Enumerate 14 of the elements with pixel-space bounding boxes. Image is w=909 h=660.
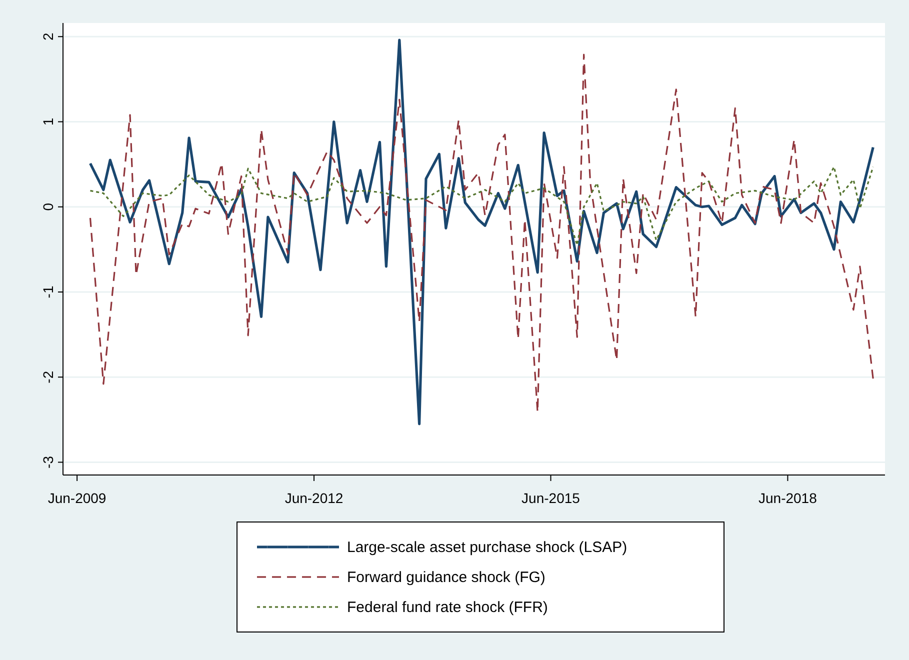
legend-label: Large-scale asset purchase shock (LSAP) — [347, 539, 628, 556]
x-tick-label: Jun-2009 — [48, 490, 106, 506]
line-series — [89, 166, 874, 246]
legend-label: Forward guidance shock (FG) — [347, 569, 546, 586]
y-tick-label: 2 — [40, 32, 56, 41]
x-tick-label: Jun-2015 — [522, 490, 580, 506]
y-tick-label: 0 — [40, 202, 56, 211]
y-tick-label: 1 — [40, 118, 56, 126]
legend-label: Federal fund rate shock (FFR) — [347, 599, 548, 616]
y-tick-label: -1 — [40, 286, 56, 298]
y-tick-label: -2 — [40, 370, 56, 384]
y-tick-label: -3 — [40, 456, 56, 468]
x-tick-label: Jun-2012 — [284, 490, 344, 506]
x-tick-label: Jun-2018 — [758, 490, 818, 506]
